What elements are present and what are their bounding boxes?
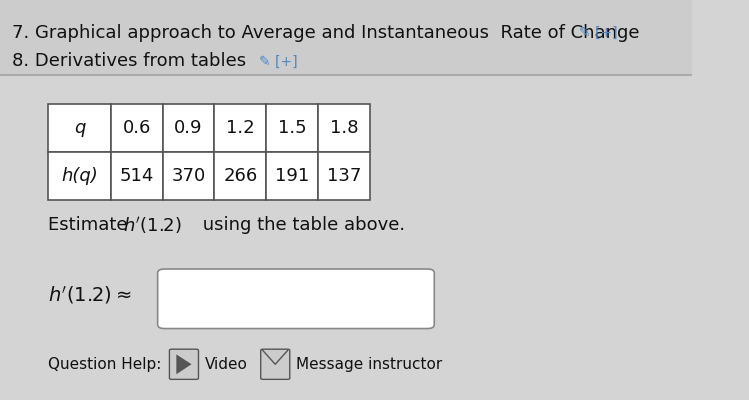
FancyBboxPatch shape: [169, 349, 198, 379]
FancyBboxPatch shape: [158, 269, 434, 328]
Text: ✎ [+]: ✎ [+]: [580, 26, 618, 40]
Text: 191: 191: [275, 167, 309, 185]
Bar: [318, 104, 370, 152]
Bar: [163, 104, 214, 152]
Text: $h'(1.2)$: $h'(1.2)$: [123, 215, 182, 236]
Text: 1.8: 1.8: [330, 119, 358, 137]
Text: Estimate: Estimate: [49, 216, 133, 234]
Bar: [266, 104, 318, 152]
Bar: [49, 152, 111, 200]
Text: 8. Derivatives from tables: 8. Derivatives from tables: [13, 52, 246, 70]
Bar: [111, 152, 163, 200]
Text: Message instructor: Message instructor: [296, 357, 442, 372]
Text: 266: 266: [223, 167, 258, 185]
Bar: [318, 152, 370, 200]
Bar: [266, 152, 318, 200]
Text: 514: 514: [119, 167, 154, 185]
Bar: [214, 104, 266, 152]
Text: Question Help:: Question Help:: [49, 357, 162, 372]
Text: 0.9: 0.9: [175, 119, 203, 137]
Text: ✎ [+]: ✎ [+]: [259, 54, 298, 68]
Text: $h'(1.2) \approx$: $h'(1.2) \approx$: [49, 284, 132, 306]
Text: q: q: [74, 119, 85, 137]
Text: 1.2: 1.2: [226, 119, 255, 137]
Text: 137: 137: [327, 167, 361, 185]
Text: 0.6: 0.6: [122, 119, 151, 137]
Text: 7. Graphical approach to Average and Instantaneous  Rate of Change: 7. Graphical approach to Average and Ins…: [13, 24, 640, 42]
Bar: [163, 152, 214, 200]
Bar: [214, 152, 266, 200]
Text: Video: Video: [204, 357, 248, 372]
Polygon shape: [176, 354, 192, 374]
Bar: [0, 0, 691, 74]
Bar: [111, 104, 163, 152]
FancyBboxPatch shape: [261, 349, 290, 379]
Text: 1.5: 1.5: [278, 119, 306, 137]
Text: using the table above.: using the table above.: [197, 216, 405, 234]
Text: 370: 370: [172, 167, 205, 185]
Text: h(q): h(q): [61, 167, 98, 185]
Bar: [49, 104, 111, 152]
